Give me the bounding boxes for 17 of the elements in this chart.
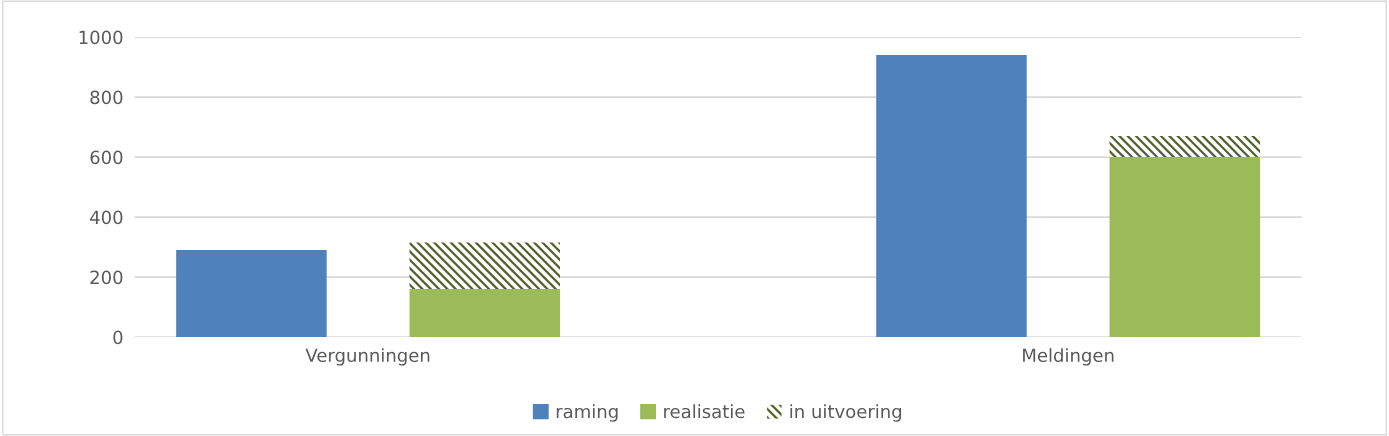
y-tick-label: 400 [90, 210, 123, 225]
bar [1109, 136, 1261, 158]
x-tick-label: Vergunningen [305, 348, 430, 366]
y-tick-label: 0 [113, 330, 123, 345]
bar [176, 250, 327, 338]
y-tick-label: 600 [90, 150, 123, 165]
legend-label: realisatie [664, 404, 745, 419]
bar [409, 289, 561, 338]
x-tick-label: Meldingen [1023, 348, 1114, 366]
bar [876, 55, 1027, 338]
y-tick-label: 200 [90, 270, 123, 285]
legend-label: in uitvoering [790, 404, 902, 422]
y-tick-label: 1000 [79, 30, 123, 45]
bar [1109, 157, 1261, 338]
legend-label: raming [556, 404, 618, 422]
y-tick-label: 800 [90, 90, 123, 105]
bar [409, 242, 561, 290]
